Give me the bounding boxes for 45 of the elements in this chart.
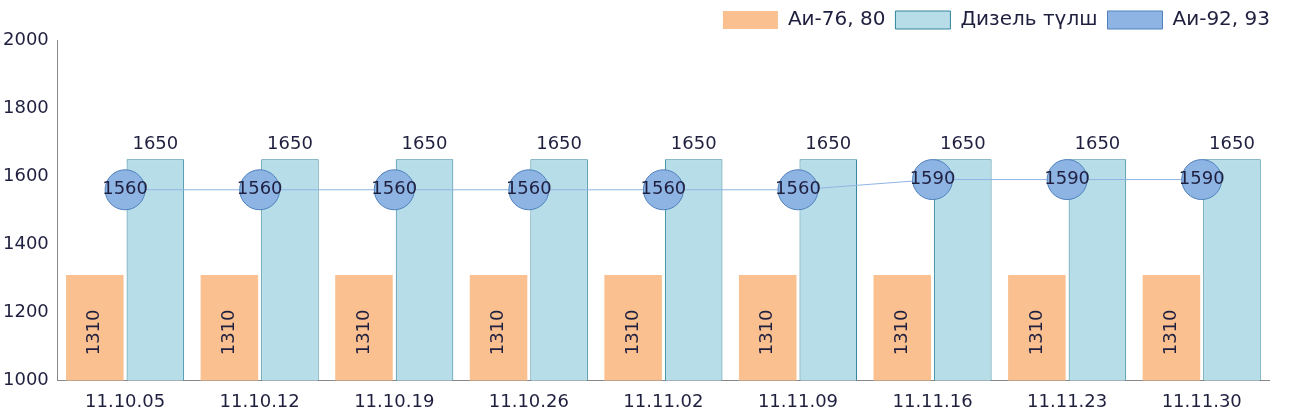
x-tick-label: 11.11.02	[623, 389, 704, 411]
x-tick-label: 11.10.19	[354, 389, 435, 411]
x-tick-label: 11.11.16	[892, 389, 973, 411]
data-label: 1650	[1074, 131, 1121, 153]
y-tick-label: 1200	[3, 299, 49, 321]
data-label: 1310	[1024, 309, 1046, 356]
data-label: 1650	[401, 131, 448, 153]
y-tick-label: 1400	[3, 231, 49, 253]
legend-label: Аи-76, 80	[787, 6, 886, 31]
legend-label: Дизель түлш	[960, 6, 1098, 31]
y-tick-label: 2000	[3, 27, 49, 49]
data-label: 1310	[620, 309, 642, 356]
data-label: 1650	[805, 131, 852, 153]
data-label: 1310	[1159, 309, 1181, 356]
x-tick-label: 11.11.09	[757, 389, 839, 411]
data-label: 1590	[909, 167, 956, 189]
data-label: 1650	[670, 131, 717, 153]
x-tick-label: 11.10.26	[488, 389, 569, 411]
data-label: 1560	[371, 177, 418, 199]
data-label: 1650	[267, 131, 313, 153]
x-tick-label: 11.11.23	[1027, 389, 1108, 411]
y-tick-label: 1600	[3, 163, 49, 185]
x-tick-label: 11.10.12	[219, 389, 300, 411]
data-label: 1310	[889, 309, 911, 356]
data-label: 1650	[939, 131, 986, 153]
data-label: 1310	[486, 309, 508, 356]
data-label: 1650	[132, 131, 179, 153]
data-label: 1560	[775, 177, 821, 199]
x-tick-label: 11.10.05	[85, 389, 166, 411]
data-label: 1560	[236, 177, 283, 199]
data-label: 1650	[1209, 131, 1255, 153]
x-tick-label: 11.11.30	[1161, 389, 1242, 411]
y-tick-label: 1000	[3, 368, 49, 390]
data-label: 1560	[505, 177, 552, 199]
y-tick-label: 1800	[3, 95, 49, 117]
data-label: 1310	[755, 309, 777, 356]
data-label: 1590	[1044, 167, 1091, 189]
data-label: 1560	[102, 177, 148, 199]
data-label: 1310	[351, 309, 373, 356]
data-label: 1650	[536, 131, 583, 153]
data-label: 1590	[1178, 167, 1225, 189]
data-label: 1310	[82, 309, 104, 356]
data-label: 1560	[640, 177, 687, 199]
data-label: 1310	[217, 309, 239, 356]
legend-label: Аи-92, 93	[1172, 6, 1271, 31]
